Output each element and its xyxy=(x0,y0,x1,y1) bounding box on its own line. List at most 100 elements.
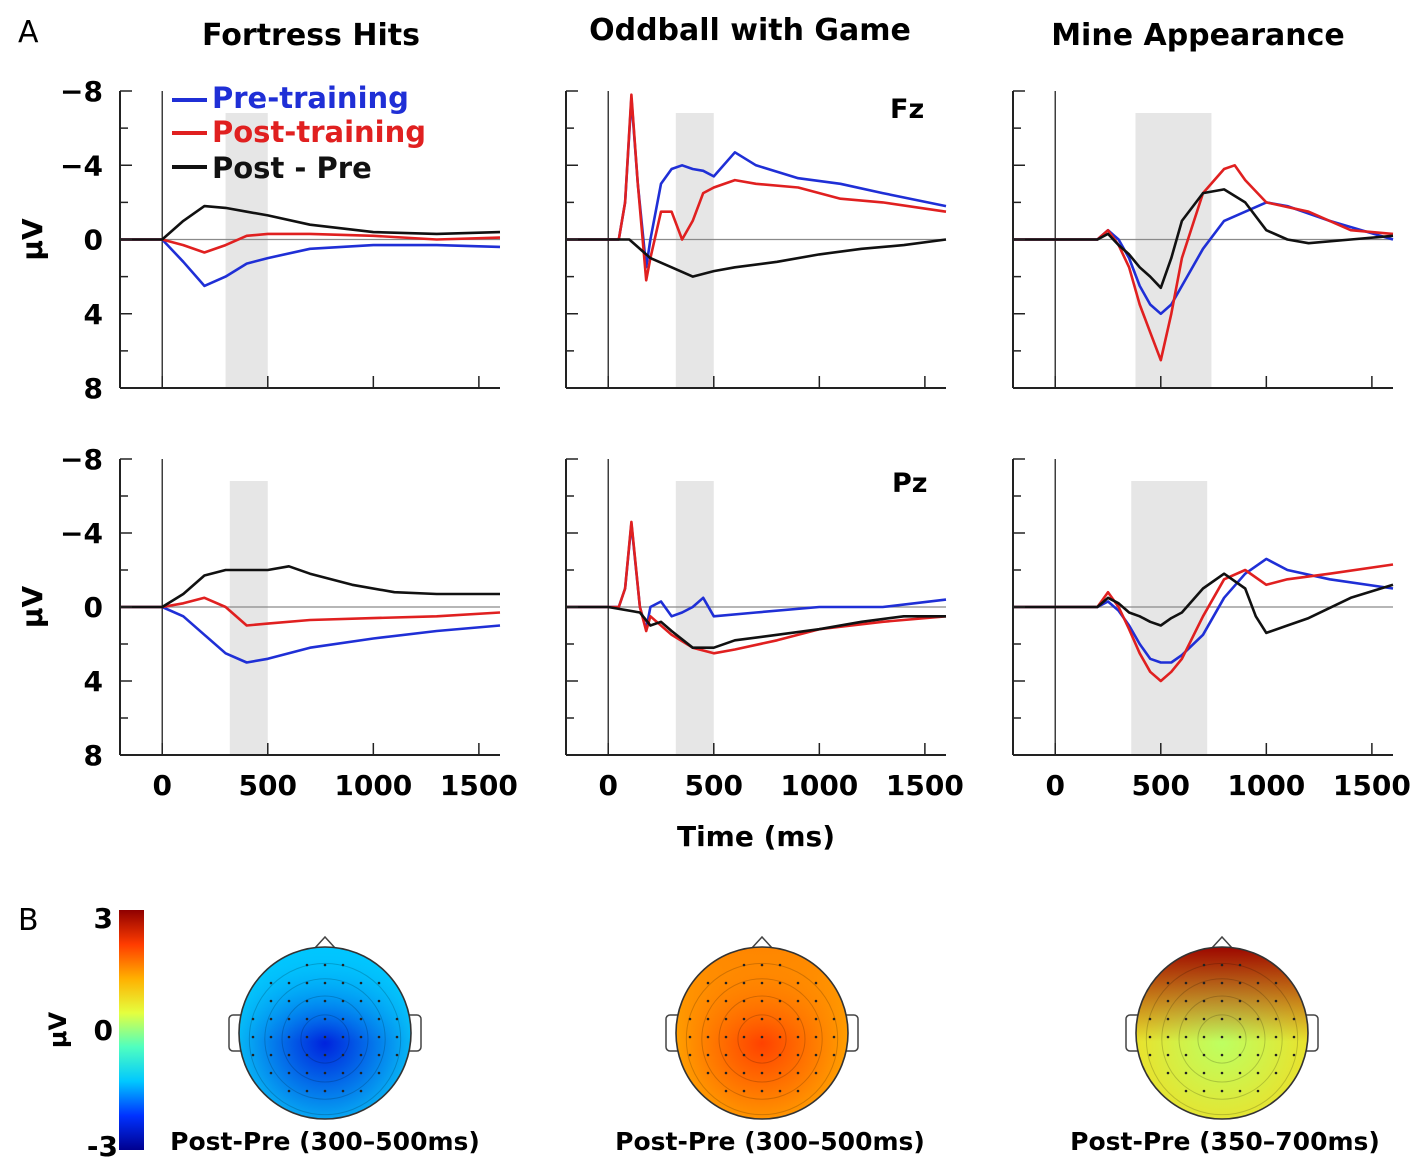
electrode xyxy=(323,963,327,967)
electrode xyxy=(778,1017,782,1021)
electrode xyxy=(760,1071,764,1075)
y-tick-label: −4 xyxy=(60,517,103,550)
electrode xyxy=(359,1071,363,1075)
panel-label-a: A xyxy=(18,15,39,50)
x-tick-label: 1500 xyxy=(886,769,964,802)
electrode xyxy=(251,1053,255,1057)
analysis-window xyxy=(225,113,268,388)
electrode xyxy=(269,1017,273,1021)
electrode xyxy=(269,1053,273,1057)
electrode xyxy=(1184,1071,1188,1075)
scalp-frontal-shading xyxy=(1136,947,1308,1119)
x-tick-label: 500 xyxy=(1132,769,1190,802)
electrode xyxy=(796,1053,800,1057)
electrode xyxy=(377,981,381,985)
series-line-post-training xyxy=(120,232,501,254)
electrode xyxy=(706,1053,710,1057)
series-line-post-training xyxy=(1013,164,1394,362)
electrode xyxy=(778,981,782,985)
series-line-post-training xyxy=(1013,563,1394,683)
electrode xyxy=(377,999,381,1003)
head-outline xyxy=(675,946,849,1120)
electrode xyxy=(305,999,309,1003)
y-axis-label: μV xyxy=(16,218,49,261)
ear-left xyxy=(665,1014,678,1052)
y-axis-label: μV xyxy=(16,586,49,629)
electrode xyxy=(341,1089,345,1093)
electrode xyxy=(724,1071,728,1075)
y-tick-label: 0 xyxy=(84,224,103,257)
electrode xyxy=(323,1053,327,1057)
electrode xyxy=(251,1035,255,1039)
x-tick-label: 1500 xyxy=(440,769,518,802)
series-line-pre-training xyxy=(566,522,947,631)
ear-right xyxy=(846,1014,859,1052)
electrode xyxy=(1166,1017,1170,1021)
electrode xyxy=(760,1053,764,1057)
ear-right xyxy=(1306,1014,1319,1052)
electrode xyxy=(305,1071,309,1075)
electrode xyxy=(1148,1017,1152,1021)
electrode xyxy=(1274,999,1278,1003)
electrode xyxy=(1274,1053,1278,1057)
y-tick-label: 8 xyxy=(84,739,103,772)
electrode xyxy=(778,1089,782,1093)
electrode xyxy=(1202,999,1206,1003)
electrode xyxy=(760,981,764,985)
series-line-post-pre xyxy=(120,204,501,241)
series-line-post-pre xyxy=(1013,572,1394,635)
electrode xyxy=(323,1017,327,1021)
contour-line xyxy=(737,1014,787,1064)
electrode xyxy=(814,1035,818,1039)
x-tick-label: 1000 xyxy=(780,769,858,802)
head-outline xyxy=(1135,946,1309,1120)
electrode xyxy=(814,1017,818,1021)
contour-line xyxy=(300,1014,350,1064)
scalp-frontal-shading xyxy=(676,947,848,1119)
electrode xyxy=(1184,1035,1188,1039)
electrode xyxy=(742,1071,746,1075)
series-line-pre-training xyxy=(120,605,501,664)
electrode xyxy=(814,1071,818,1075)
electrode xyxy=(1274,1035,1278,1039)
contour-line xyxy=(701,978,823,1100)
electrode xyxy=(269,999,273,1003)
x-tick-label: 500 xyxy=(239,769,297,802)
series-line-post-pre xyxy=(566,605,946,650)
series-line-post-pre xyxy=(1013,188,1394,290)
electrode xyxy=(1184,999,1188,1003)
electrode xyxy=(377,1017,381,1021)
electrode xyxy=(305,1035,309,1039)
ear-left xyxy=(1125,1014,1138,1052)
electrode xyxy=(1256,999,1260,1003)
column-title: Fortress Hits xyxy=(202,18,420,53)
electrode xyxy=(742,1089,746,1093)
electrode xyxy=(832,1035,836,1039)
electrode xyxy=(796,1017,800,1021)
y-tick-label: 4 xyxy=(84,665,103,698)
legend: Pre-training Post-training Post - Pre xyxy=(172,81,426,185)
electrode xyxy=(1238,1017,1242,1021)
electrode xyxy=(305,963,309,967)
series-line-pre-training xyxy=(1013,557,1394,664)
topomaps: Post-Pre (300–500ms) Post-Pre (300–500ms)… xyxy=(170,935,1380,1156)
panel-label-b: B xyxy=(18,903,39,938)
electrode xyxy=(305,981,309,985)
electrode xyxy=(742,1035,746,1039)
electrode xyxy=(1166,1071,1170,1075)
electrode xyxy=(742,981,746,985)
electrode xyxy=(359,981,363,985)
electrode xyxy=(814,981,818,985)
electrode xyxy=(742,999,746,1003)
channel-label-pz: Pz xyxy=(892,468,928,499)
electrode xyxy=(1274,981,1278,985)
series-line-post-pre xyxy=(120,564,500,609)
x-axis-label: Time (ms) xyxy=(677,820,835,853)
electrode xyxy=(688,1035,692,1039)
electrode xyxy=(706,1071,710,1075)
electrode xyxy=(1256,1071,1260,1075)
contour-line xyxy=(248,962,402,1116)
electrode xyxy=(323,1071,327,1075)
electrode xyxy=(760,1089,764,1093)
x-tick-label: 0 xyxy=(1045,769,1064,802)
